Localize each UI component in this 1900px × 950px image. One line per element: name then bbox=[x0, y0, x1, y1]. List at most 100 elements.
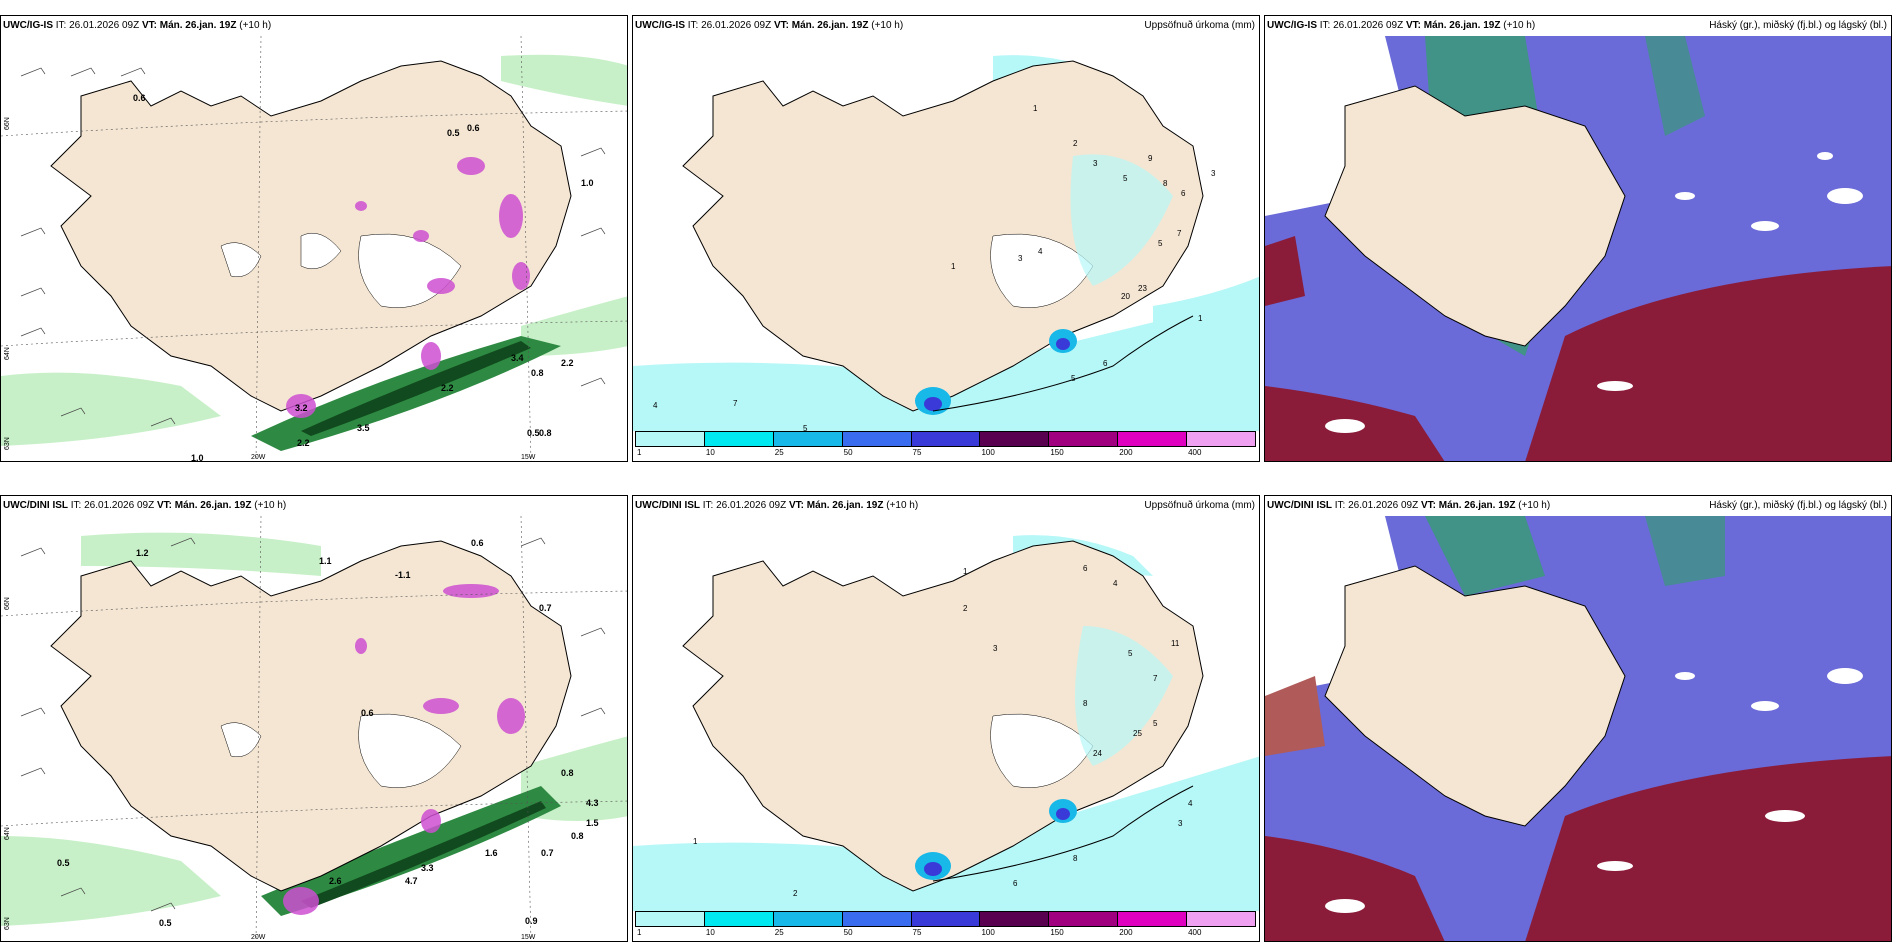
panel-ig-precip: UWC/IG-IS IT: 26.01.2026 09Z VT: Mán. 26… bbox=[632, 15, 1260, 462]
wind-map[interactable]: 0.6 0.5 0.6 1.0 0.8 2.2 3.4 2.2 1.0 0.5 … bbox=[1, 36, 627, 462]
value-label: 3.4 bbox=[511, 353, 524, 363]
value-label: 3 bbox=[1093, 159, 1098, 168]
lat-label: 63N bbox=[4, 437, 11, 450]
value-label: 3 bbox=[1211, 169, 1216, 178]
colorbar-tick: 150 bbox=[1050, 928, 1064, 937]
value-label: 4 bbox=[653, 401, 658, 410]
value-label: 1 bbox=[693, 837, 698, 846]
colorbar-tick: 150 bbox=[1050, 448, 1064, 457]
value-label: 0.7 bbox=[539, 603, 552, 613]
colorbar-tick: 50 bbox=[843, 448, 853, 457]
lat-label: 66N bbox=[4, 597, 11, 610]
value-label: 9 bbox=[1148, 154, 1153, 163]
value-label: 0.8 bbox=[561, 768, 574, 778]
value-label: 3 bbox=[1178, 819, 1183, 828]
value-label: 1 bbox=[1033, 104, 1038, 113]
value-label: -1.1 bbox=[395, 570, 411, 580]
colorbar-tick: 10 bbox=[705, 928, 715, 937]
value-label: 3.2 bbox=[295, 403, 308, 413]
value-label: 2.6 bbox=[329, 876, 342, 886]
value-label: 25 bbox=[1133, 729, 1142, 738]
lat-label: 63N bbox=[4, 917, 11, 930]
panel-header: UWC/DINI ISL IT: 26.01.2026 09Z VT: Mán.… bbox=[3, 500, 287, 511]
lon-label: 15W bbox=[521, 454, 536, 461]
panel-header: UWC/IG-IS IT: 26.01.2026 09Z VT: Mán. 26… bbox=[3, 20, 272, 31]
colorbar-swatch bbox=[703, 911, 774, 927]
colorbar-tick: 25 bbox=[774, 448, 784, 457]
value-label: 0.6 bbox=[133, 93, 146, 103]
value-label: 4.3 bbox=[586, 798, 599, 808]
colorbar-swatch bbox=[1048, 431, 1119, 447]
value-label: 3.5 bbox=[357, 423, 370, 433]
value-label: 0.7 bbox=[541, 848, 554, 858]
panel-dini-cloud: UWC/DINI ISL IT: 26.01.2026 09Z VT: Mán.… bbox=[1264, 495, 1892, 942]
value-label: 0.5 bbox=[447, 128, 460, 138]
colorbar-swatch bbox=[635, 911, 705, 927]
value-label: 0.6 bbox=[467, 123, 480, 133]
value-label: 1 bbox=[1198, 314, 1203, 323]
colorbar-tick: 10 bbox=[705, 448, 715, 457]
value-label: 5 bbox=[1153, 719, 1158, 728]
value-label: 2.2 bbox=[297, 438, 310, 448]
colorbar-swatch bbox=[772, 911, 843, 927]
colorbar-swatch bbox=[635, 431, 705, 447]
colorbar-swatch bbox=[1117, 431, 1188, 447]
cloud-map[interactable] bbox=[1265, 516, 1891, 941]
panel-header: UWC/IG-IS IT: 26.01.2026 09Z VT: Mán. 26… bbox=[635, 20, 1255, 31]
value-label: 3.3 bbox=[421, 863, 434, 873]
wind-map[interactable]: 1.2 1.1 -1.1 0.6 0.7 0.8 0.5 0.5 2.6 4.7… bbox=[1, 516, 627, 941]
value-label: 4 bbox=[1188, 799, 1193, 808]
colorbar-swatch bbox=[979, 431, 1050, 447]
value-label: 1 bbox=[963, 567, 968, 576]
colorbar-tick: 100 bbox=[981, 448, 995, 457]
lon-label: 15W bbox=[521, 934, 536, 941]
colorbar-tick: 200 bbox=[1119, 928, 1133, 937]
value-label: 1.0 bbox=[191, 453, 204, 462]
value-label: 1.5 bbox=[586, 818, 599, 828]
colorbar-swatch bbox=[1186, 431, 1256, 447]
value-label: 5 bbox=[803, 424, 808, 433]
value-label: 5 bbox=[1071, 374, 1076, 383]
value-label: 0.6 bbox=[471, 538, 484, 548]
colorbar-swatch bbox=[910, 431, 981, 447]
lat-label: 66N bbox=[4, 117, 11, 130]
cloud-map[interactable] bbox=[1265, 36, 1891, 461]
value-label: 24 bbox=[1093, 749, 1102, 758]
colorbar-tick: 50 bbox=[843, 928, 853, 937]
panel-header: UWC/DINI ISL IT: 26.01.2026 09Z VT: Mán.… bbox=[1267, 500, 1887, 511]
value-label: 2.2 bbox=[441, 383, 454, 393]
colorbar-tick: 400 bbox=[1188, 448, 1202, 457]
colorbar-swatch bbox=[772, 431, 843, 447]
value-label: 7 bbox=[1177, 229, 1182, 238]
value-label: 2 bbox=[963, 604, 968, 613]
lon-label: 20W bbox=[251, 454, 266, 461]
value-label: 7 bbox=[1153, 674, 1158, 683]
value-label: 4.7 bbox=[405, 876, 418, 886]
colorbar-swatch bbox=[841, 431, 912, 447]
value-label: 5 bbox=[1128, 649, 1133, 658]
colorbar-swatch bbox=[1186, 911, 1256, 927]
colorbar-swatch bbox=[703, 431, 774, 447]
value-label: 6 bbox=[1083, 564, 1088, 573]
panel-header: UWC/DINI ISL IT: 26.01.2026 09Z VT: Mán.… bbox=[635, 500, 1255, 511]
value-label: 0.9 bbox=[525, 916, 538, 926]
value-label: 0.8 bbox=[571, 831, 584, 841]
value-label: 23 bbox=[1138, 284, 1147, 293]
value-label: 1.1 bbox=[319, 556, 332, 566]
value-label: 0.5 bbox=[57, 858, 70, 868]
colorbar-tick: 400 bbox=[1188, 928, 1202, 937]
colorbar-tick: 200 bbox=[1119, 448, 1133, 457]
panel-ig-cloud: UWC/IG-IS IT: 26.01.2026 09Z VT: Mán. 26… bbox=[1264, 15, 1892, 462]
lon-label: 20W bbox=[251, 934, 266, 941]
value-label: 0.8 bbox=[531, 368, 544, 378]
precip-map[interactable]: 1 2 3 5 9 8 6 3 7 5 4 1 3 5 6 7 4 5 20 2… bbox=[633, 36, 1259, 461]
panel-ig-wind: UWC/IG-IS IT: 26.01.2026 09Z VT: Mán. 26… bbox=[0, 15, 628, 462]
value-label: 5 bbox=[1123, 174, 1128, 183]
precip-map[interactable]: 1 2 3 5 6 4 11 7 8 5 4 3 2 24 25 1 8 6 bbox=[633, 516, 1259, 941]
value-label: 0.8 bbox=[539, 428, 552, 438]
value-label: 0.5 bbox=[159, 918, 172, 928]
value-label: 8 bbox=[1073, 854, 1078, 863]
colorbar-tick: 25 bbox=[774, 928, 784, 937]
colorbar-swatch bbox=[841, 911, 912, 927]
value-label: 1.0 bbox=[581, 178, 594, 188]
